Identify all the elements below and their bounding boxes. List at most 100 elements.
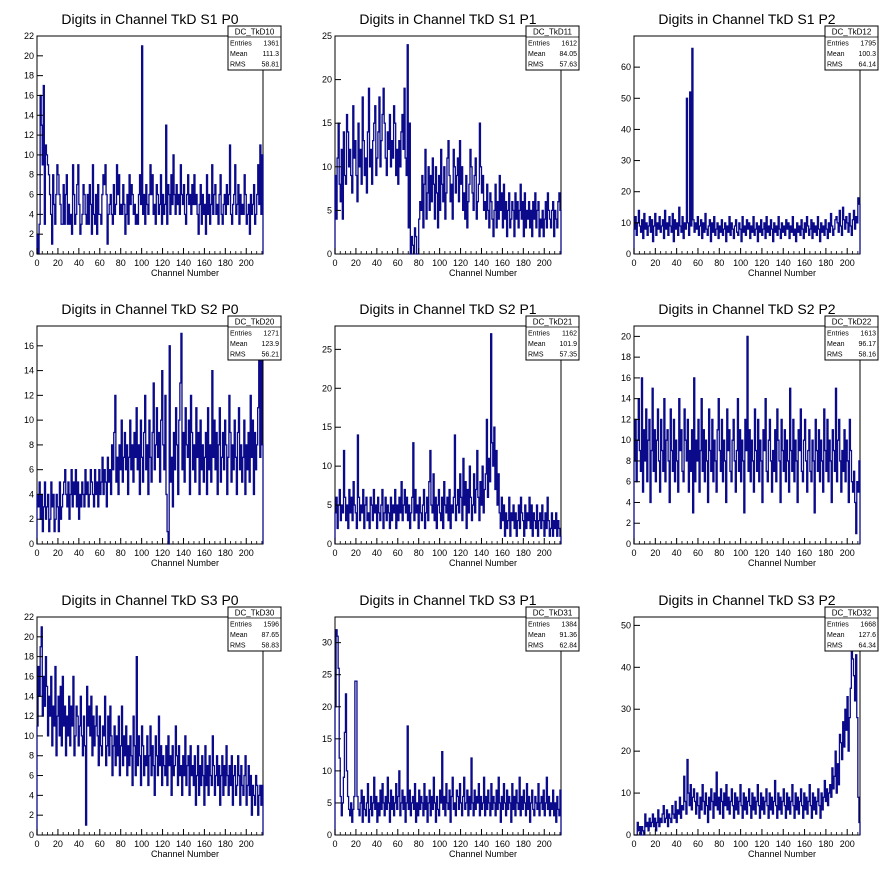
x-tick-label: 140 [176, 839, 191, 849]
x-tick-label: 140 [176, 548, 191, 558]
stats-box-name: DC_TkD21 [533, 318, 573, 327]
x-tick-label: 200 [239, 258, 254, 268]
chart-title: Digits in Channel TkD S3 P2 [658, 592, 835, 608]
stats-box-name: DC_TkD31 [533, 609, 573, 618]
x-tick-label: 100 [733, 258, 748, 268]
y-tick-label: 30 [322, 638, 332, 648]
y-tick-label: 6 [29, 190, 34, 200]
x-tick-label: 200 [840, 839, 855, 849]
y-tick-label: 10 [621, 788, 631, 798]
y-tick-label: 14 [24, 691, 34, 701]
x-tick-label: 120 [453, 258, 468, 268]
stats-entries-label: Entries [230, 331, 252, 338]
y-tick-label: 18 [621, 352, 631, 362]
x-tick-label: 0 [34, 258, 39, 268]
x-tick-label: 60 [95, 258, 105, 268]
stats-entries-label: Entries [827, 41, 849, 48]
x-tick-label: 120 [754, 839, 769, 849]
histogram-panel: Digits in Channel TkD S2 P10 20 40 60 80 100 1… [322, 301, 580, 568]
x-tick-label: 160 [197, 548, 212, 558]
stats-entries-label: Entries [528, 622, 550, 629]
stats-mean-value: 96.17 [858, 341, 876, 348]
y-tick-label: 25 [322, 670, 332, 680]
x-tick-label: 0 [631, 839, 636, 849]
stats-mean-label: Mean [528, 632, 546, 639]
stats-box: DC_TkD10 Entries 1361 Mean 111.3 RMS 58.81 [227, 25, 282, 71]
x-tick-label: 60 [95, 548, 105, 558]
y-tick-label: 16 [24, 671, 34, 681]
y-tick-label: 6 [626, 477, 631, 487]
y-tick-label: 14 [24, 366, 34, 376]
stats-entries-value: 1795 [860, 41, 876, 48]
x-tick-label: 180 [218, 258, 233, 268]
x-tick-label: 100 [733, 839, 748, 849]
stats-rms-label: RMS [230, 643, 246, 650]
y-tick-label: 10 [621, 435, 631, 445]
chart-title: Digits in Channel TkD S2 P2 [658, 301, 835, 317]
stats-entries-value: 1668 [860, 622, 876, 629]
stats-entries-value: 1162 [562, 331, 577, 338]
x-tick-label: 20 [53, 548, 63, 558]
plot-frame [633, 325, 861, 545]
y-tick-label: 20 [621, 331, 631, 341]
plot-frame [334, 35, 562, 255]
stats-mean-value: 91.36 [559, 632, 577, 639]
stats-entries-label: Entries [230, 622, 252, 629]
stats-rms-label: RMS [827, 643, 843, 650]
stats-mean-value: 127.6 [858, 632, 876, 639]
y-tick-label: 0 [327, 539, 332, 549]
x-tick-label: 120 [155, 258, 170, 268]
y-tick-label: 20 [322, 702, 332, 712]
x-tick-label: 100 [134, 839, 149, 849]
x-tick-label: 100 [432, 548, 447, 558]
y-tick-label: 10 [621, 218, 631, 228]
stats-mean-label: Mean [827, 51, 845, 58]
stats-rms-label: RMS [827, 62, 843, 69]
x-tick-label: 80 [414, 548, 424, 558]
x-tick-label: 0 [631, 548, 636, 558]
plot-frame [36, 35, 264, 255]
stats-mean-label: Mean [230, 632, 248, 639]
stats-entries-value: 1384 [561, 622, 577, 629]
x-tick-label: 20 [650, 258, 660, 268]
x-tick-label: 40 [672, 548, 682, 558]
x-tick-label: 60 [95, 839, 105, 849]
y-tick-label: 6 [29, 771, 34, 781]
x-tick-label: 80 [714, 839, 724, 849]
x-tick-label: 80 [116, 839, 126, 849]
x-tick-label: 140 [776, 548, 791, 558]
stats-box: DC_TkD11 Entries 1612 Mean 84.05 RMS 57.63 [525, 25, 580, 71]
x-axis-label: Channel Number [151, 849, 219, 859]
x-tick-label: 20 [53, 258, 63, 268]
x-tick-label: 0 [332, 839, 337, 849]
x-tick-label: 180 [218, 548, 233, 558]
y-tick-label: 0 [327, 249, 332, 259]
x-tick-label: 40 [672, 258, 682, 268]
plot-frame [36, 325, 264, 545]
x-tick-label: 80 [414, 258, 424, 268]
x-axis-label: Channel Number [449, 849, 517, 859]
x-tick-label: 80 [414, 839, 424, 849]
y-tick-label: 0 [327, 830, 332, 840]
y-tick-label: 0 [626, 539, 631, 549]
y-tick-label: 16 [621, 373, 631, 383]
y-tick-label: 20 [24, 51, 34, 61]
y-tick-label: 10 [24, 150, 34, 160]
y-tick-label: 8 [29, 440, 34, 450]
x-tick-label: 20 [351, 258, 361, 268]
histogram-panel: Digits in Channel TkD S2 P00 20 40 60 80 100 1… [24, 301, 282, 568]
y-tick-label: 22 [24, 612, 34, 622]
y-tick-label: 10 [322, 461, 332, 471]
stats-box-name: DC_TkD32 [832, 609, 872, 618]
stats-rms-value: 58.83 [261, 643, 279, 650]
x-tick-label: 40 [74, 258, 84, 268]
x-tick-label: 180 [516, 839, 531, 849]
y-tick-label: 0 [626, 830, 631, 840]
histogram-series-line [36, 626, 264, 835]
histogram-series-line [334, 44, 562, 255]
y-tick-label: 4 [29, 489, 34, 499]
y-tick-label: 16 [24, 341, 34, 351]
x-tick-label: 140 [474, 258, 489, 268]
x-tick-label: 20 [650, 548, 660, 558]
y-tick-label: 20 [322, 75, 332, 85]
